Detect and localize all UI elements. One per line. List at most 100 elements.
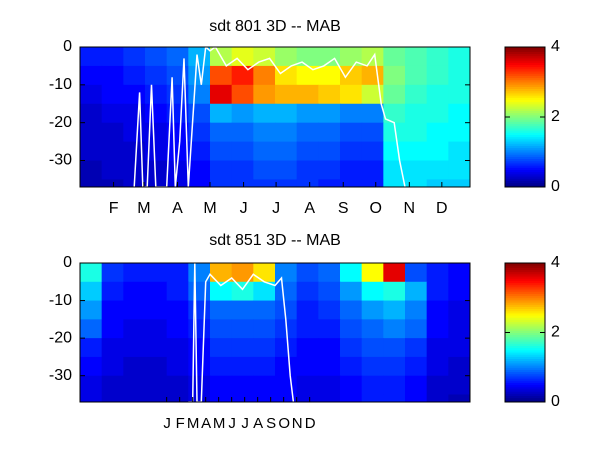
heatmap-cell — [296, 160, 319, 181]
heatmap-cell — [318, 263, 341, 283]
heatmap-cell — [253, 122, 276, 143]
heatmap-cell — [296, 300, 319, 320]
heatmap-cell — [340, 84, 363, 105]
heatmap-cell — [166, 122, 189, 143]
heatmap-cell — [166, 160, 189, 181]
heatmap-cell — [210, 319, 233, 339]
heatmap-cell — [318, 300, 341, 320]
heatmap-cell — [101, 65, 124, 86]
heatmap-cell — [188, 84, 211, 105]
heatmap-cell — [426, 300, 449, 320]
heatmap-cell — [318, 338, 341, 358]
heatmap-cell — [405, 263, 428, 283]
heatmap-cell — [405, 103, 428, 124]
heatmap-cell — [275, 179, 298, 187]
heatmap-cell — [426, 375, 449, 396]
heatmap-cell — [275, 122, 298, 143]
heatmap-cell — [405, 356, 428, 377]
heatmap-cell — [123, 375, 146, 396]
heatmap-cell — [145, 65, 168, 86]
heatmap-cell — [426, 319, 449, 339]
heatmap-cell — [210, 160, 233, 181]
heatmap-cell — [296, 65, 319, 86]
heatmap-cell — [231, 141, 254, 162]
heatmap-cell — [210, 394, 233, 402]
heatmap-cell — [383, 179, 406, 187]
heatmap-cell — [426, 179, 449, 187]
heatmap-cell — [145, 300, 168, 320]
x-tick-label: D — [305, 415, 316, 432]
heatmap-cell — [123, 84, 146, 105]
heatmap-cell — [426, 160, 449, 181]
heatmap-cell — [361, 141, 384, 162]
colorbar: 0 2 4 — [504, 38, 560, 195]
heatmap-cell — [318, 179, 341, 187]
heatmap-cell — [253, 160, 276, 181]
heatmap-cell — [166, 281, 189, 302]
heatmap-cell — [318, 394, 341, 402]
heatmap-cell — [383, 103, 406, 124]
colorbar-tick-label: 4 — [551, 38, 560, 55]
heatmap-cell — [318, 141, 341, 162]
x-tick-label: J — [240, 200, 248, 217]
heatmap-cell — [188, 141, 211, 162]
depth-line — [133, 47, 406, 187]
heatmap-cell — [145, 160, 168, 181]
x-tick-label: D — [436, 200, 448, 217]
heatmap-cell — [101, 47, 124, 67]
heatmap-cell — [340, 300, 363, 320]
heatmap-cell — [340, 122, 363, 143]
heatmap-cell — [448, 141, 470, 162]
heatmap-cell — [188, 47, 211, 67]
heatmap-cell — [448, 394, 470, 402]
heatmap-cell — [101, 319, 124, 339]
heatmap-cell — [426, 263, 449, 283]
heatmap-cell — [426, 103, 449, 124]
heatmap-cell — [448, 84, 470, 105]
heatmap-cell — [145, 47, 168, 67]
heatmap-cell — [340, 375, 363, 396]
heatmap-cell — [383, 122, 406, 143]
heatmap-cell — [275, 375, 298, 396]
heatmap-cell — [231, 122, 254, 143]
heatmap-cell — [405, 281, 428, 302]
heatmap-cell — [275, 281, 298, 302]
heatmap-cell — [383, 319, 406, 339]
heatmap-cell — [405, 141, 428, 162]
heatmap-cell — [361, 338, 384, 358]
heatmap-cell — [231, 319, 254, 339]
heatmap-cell — [426, 122, 449, 143]
heatmap-cell — [426, 47, 449, 67]
heatmap-cell — [361, 263, 384, 283]
heatmap-cell — [145, 394, 168, 402]
heatmap-cell — [275, 356, 298, 377]
heatmap-cell — [253, 300, 276, 320]
heatmap-cell — [383, 338, 406, 358]
heatmap-cell — [166, 47, 189, 67]
heatmap-cell — [123, 394, 146, 402]
y-tick-label: -30 — [49, 367, 72, 384]
heatmap-cell — [340, 263, 363, 283]
heatmap-cell — [166, 356, 189, 377]
y-tick-label: -10 — [49, 292, 72, 309]
heatmap-cell — [296, 375, 319, 396]
heatmap-cell — [340, 103, 363, 124]
heatmap-cell — [231, 103, 254, 124]
heatmap-cell — [123, 338, 146, 358]
heatmap-cell — [210, 103, 233, 124]
y-tick-label: -20 — [49, 329, 72, 346]
heatmap-cell — [253, 356, 276, 377]
heatmap-cell — [383, 356, 406, 377]
heatmap-cell — [448, 47, 470, 67]
heatmap-cell — [253, 263, 276, 283]
heatmap-cell — [80, 319, 103, 339]
heatmap-cell — [405, 338, 428, 358]
heatmap-cell — [448, 103, 470, 124]
heatmap-cell — [210, 375, 233, 396]
heatmap-cell — [448, 319, 470, 339]
heatmap-cell — [231, 281, 254, 302]
x-tick-label: M — [213, 415, 225, 432]
heatmap-cell — [231, 179, 254, 187]
heatmap-cell — [123, 319, 146, 339]
heatmap-cell — [253, 141, 276, 162]
